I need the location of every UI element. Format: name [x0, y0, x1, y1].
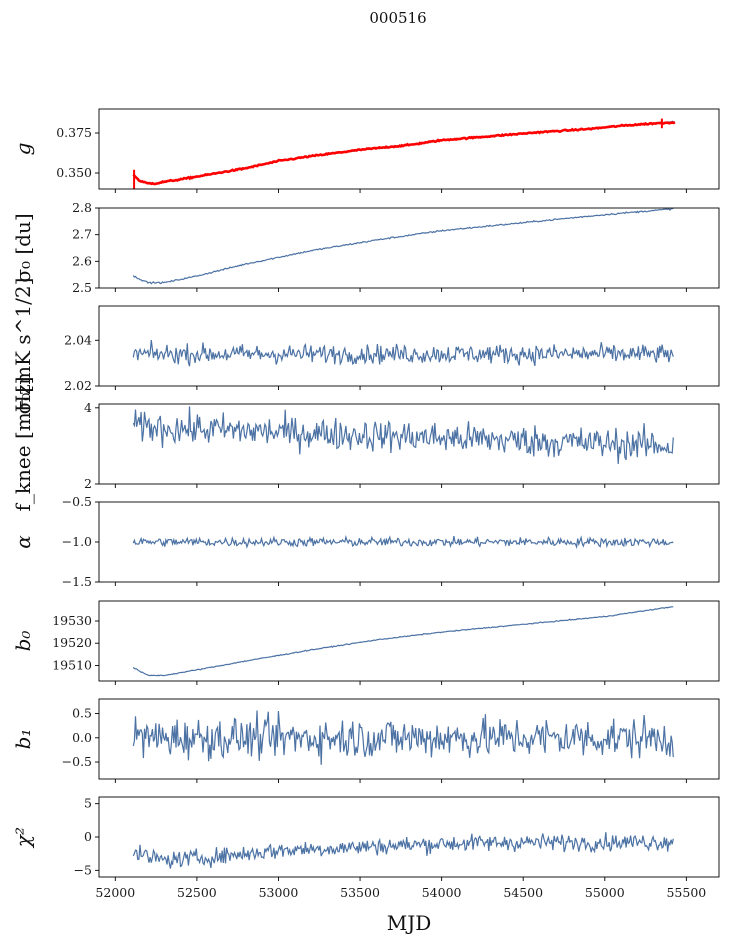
- x-tick-label: 53000: [259, 885, 299, 900]
- series-line-fknee: [132, 406, 674, 464]
- x-tick-label: 55500: [666, 885, 706, 900]
- x-axis-label: MJD: [387, 911, 432, 935]
- y-tick-label: 19530: [52, 613, 92, 628]
- panel-g: 0.350 0.375 g: [11, 108, 720, 193]
- y-tick-label: −5: [74, 862, 92, 877]
- x-tick-label: 55000: [585, 885, 625, 900]
- y-axis-label: b₀: [11, 631, 35, 652]
- y-tick-label: 19510: [52, 657, 92, 672]
- panel-sigma0_du: 2.5 2.6 2.7 2.8 σ₀ [du]: [11, 200, 720, 295]
- x-tick-label: 52000: [95, 885, 135, 900]
- y-tick-label: 5: [84, 796, 92, 811]
- plot-frame: [98, 305, 720, 387]
- y-tick-label: −0.5: [62, 754, 92, 769]
- y-tick-label: −0.5: [62, 494, 92, 509]
- panel-chi2: −5 0 5 52000 52500 53000 53500 54000 54500 55000 5…: [11, 796, 720, 900]
- series-line-chi2: [132, 832, 674, 869]
- series-line-alpha: [132, 534, 674, 550]
- y-tick-label: −1.0: [62, 534, 92, 549]
- x-tick-label: 54500: [503, 885, 543, 900]
- y-tick-label: 4: [84, 400, 92, 415]
- y-tick-label: 2.7: [72, 227, 92, 242]
- plot-frame: [98, 600, 720, 682]
- y-axis-label: χ²: [11, 827, 35, 849]
- y-tick-label: 2.02: [64, 378, 92, 393]
- y-axis-label: α: [11, 535, 35, 549]
- y-axis-label: σ₀[mK s^1/2]: [11, 278, 35, 415]
- x-tick-label: 54000: [422, 885, 462, 900]
- panel-fknee: 2 4 f_knee [mHz]: [11, 377, 720, 512]
- y-tick-label: 2.6: [72, 253, 92, 268]
- plot-frame: [98, 108, 720, 190]
- series-line-sigma0_du: [132, 207, 674, 285]
- series-line-g_fit: [132, 121, 676, 186]
- y-axis-label: g: [11, 143, 35, 156]
- y-tick-label: 2.8: [72, 200, 92, 215]
- y-tick-label: 0: [84, 829, 92, 844]
- y-axis-label: b₁: [11, 729, 35, 750]
- plot-frame: [98, 207, 720, 289]
- y-tick-label: 2.5: [72, 280, 92, 295]
- plot-frame: [98, 796, 720, 878]
- x-tick-label: 52500: [177, 885, 217, 900]
- series-line-b0: [132, 606, 674, 677]
- x-tick-label: 53500: [340, 885, 380, 900]
- series-line-sigma0_mk: [132, 340, 674, 367]
- y-tick-label: 0.5: [72, 706, 92, 721]
- panel-sigma0_mk: 2.02 2.04 σ₀[mK s^1/2]: [11, 278, 720, 415]
- y-tick-label: −1.5: [62, 574, 92, 589]
- y-tick-label: 2.04: [64, 332, 92, 347]
- y-axis-label: σ₀ [du]: [11, 213, 35, 282]
- panel-b0: 19510 19520 19530 b₀: [11, 600, 720, 685]
- panel-b1: −0.5 0.0 0.5 b₁: [11, 698, 720, 783]
- panel-alpha: −1.5 −1.0 −0.5 α: [11, 494, 720, 589]
- figure-title: 000516: [369, 9, 426, 27]
- plot-frame: [98, 403, 720, 485]
- plot-frame: [98, 698, 720, 780]
- y-tick-label: 19520: [52, 635, 92, 650]
- y-tick-label: 0.0: [72, 730, 92, 745]
- panels-container: 0.350 0.375 g 2.5 2.6 2.7 2.8 σ₀ [du] 2.02 2.04 σ₀…: [11, 108, 720, 900]
- y-tick-label: 2: [84, 476, 92, 491]
- series-line-b1: [132, 710, 674, 765]
- y-tick-label: 0.350: [56, 165, 92, 180]
- y-tick-label: 0.375: [56, 125, 92, 140]
- y-axis-label: f_knee [mHz]: [11, 377, 35, 512]
